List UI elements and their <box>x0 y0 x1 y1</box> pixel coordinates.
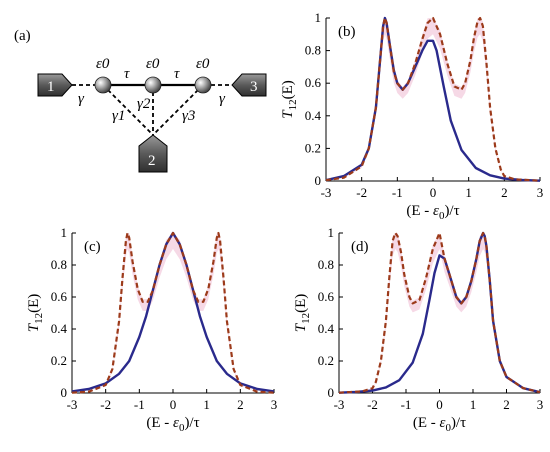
y-tick-label: 0.4 <box>318 321 335 336</box>
x-tick-label: -1 <box>392 185 403 200</box>
y-tick-label: 0.4 <box>305 108 322 123</box>
y-tick-label: 0.2 <box>305 140 321 155</box>
panel-d-chart: -3 -2 -1 0 1 2 3 0 0.2 0.4 0.6 0.8 1 (d) (E - ε0)/τ T12… <box>293 225 543 434</box>
lead-1: 1 <box>37 73 73 97</box>
x-tick-label: 0 <box>170 397 177 412</box>
lead-1-label: 1 <box>47 79 55 95</box>
y-tick-label: 0.2 <box>51 353 67 368</box>
lead-2-label: 3 <box>250 79 258 95</box>
panel-a-label: (a) <box>14 28 31 44</box>
y-axis-label: T12(E) <box>26 294 45 333</box>
coupling-label-gamma-right: γ <box>219 91 226 107</box>
x-axis-label: (E - ε0)/τ <box>146 415 199 434</box>
hopping-label-left: τ <box>124 66 130 82</box>
x-tick-label: 2 <box>501 185 508 200</box>
lead-2: 3 <box>231 73 267 97</box>
coupling-gamma1 <box>102 84 154 136</box>
solid-series-line <box>71 231 275 393</box>
y-tick-label: 0.6 <box>51 289 68 304</box>
y-tick-label: 0.2 <box>318 353 334 368</box>
site-1 <box>94 76 112 94</box>
panel-label: (b) <box>338 24 356 40</box>
x-tick-label: 2 <box>503 397 510 412</box>
site-2 <box>144 76 162 94</box>
x-tick-label: 1 <box>203 397 210 412</box>
x-tick-label: 1 <box>470 397 477 412</box>
solid-series-line <box>338 231 541 394</box>
x-tick-label: -1 <box>401 397 412 412</box>
x-tick-label: 0 <box>436 397 443 412</box>
coupling-gamma3 <box>152 84 204 136</box>
lead-3-label: 2 <box>148 153 156 169</box>
x-axis-label: (E - ε0)/τ <box>406 203 459 222</box>
y-axis-label: T12(E) <box>293 294 312 333</box>
panel-b-chart: -3 -2 -1 0 1 2 3 0 0.2 0.4 0.6 0.8 1 (b) (E - ε0)/τ T12… <box>280 10 543 222</box>
panel-label: (c) <box>84 239 101 255</box>
coupling-label-gamma-left: γ <box>78 91 85 107</box>
x-tick-label: 0 <box>430 185 437 200</box>
solid-series-line <box>325 16 541 182</box>
x-tick-label: -3 <box>67 397 78 412</box>
coupling-label-gamma3: γ3 <box>182 108 195 124</box>
hopping-label-right: τ <box>174 66 180 82</box>
site-1-energy: ε0 <box>96 56 110 72</box>
y-tick-label: 0.4 <box>51 321 68 336</box>
x-tick-label: 1 <box>465 185 472 200</box>
y-tick-label: 1 <box>315 10 322 25</box>
y-tick-label: 0 <box>315 173 322 188</box>
dashed-series-line <box>71 231 275 394</box>
x-tick-label: -2 <box>100 397 111 412</box>
x-tick-label: -3 <box>334 397 345 412</box>
panel-a-schematic: (a) 1 <box>14 28 267 173</box>
x-tick-label: 3 <box>537 185 544 200</box>
x-tick-label: 2 <box>237 397 244 412</box>
dashed-series-line <box>338 231 541 394</box>
y-tick-label: 0 <box>61 385 68 400</box>
y-tick-label: 0.6 <box>318 289 335 304</box>
coupling-label-gamma2: γ2 <box>137 96 151 112</box>
panel-label: (d) <box>351 239 369 255</box>
y-tick-label: 0.6 <box>305 75 322 90</box>
y-tick-label: 0.8 <box>318 257 334 272</box>
panel-c-chart: -3 -2 -1 0 1 2 3 0 0.2 0.4 0.6 0.8 1 (c) (E - ε0)/τ T12… <box>26 225 277 434</box>
site-3 <box>194 76 212 94</box>
x-tick-label: 3 <box>271 397 278 412</box>
x-tick-label: 3 <box>537 397 544 412</box>
y-tick-label: 0.8 <box>305 43 321 58</box>
y-tick-label: 0 <box>328 385 335 400</box>
site-3-energy: ε0 <box>196 56 210 72</box>
x-tick-label: -2 <box>367 397 378 412</box>
site-2-energy: ε0 <box>146 56 160 72</box>
lead-3: 2 <box>138 134 168 173</box>
x-axis-label: (E - ε0)/τ <box>413 415 466 434</box>
y-tick-label: 1 <box>61 225 68 240</box>
x-tick-label: -2 <box>356 185 367 200</box>
x-tick-label: -3 <box>321 185 332 200</box>
dashed-series-shade <box>72 233 274 393</box>
y-axis-label: T12(E) <box>280 80 299 119</box>
x-tick-label: -1 <box>134 397 145 412</box>
dashed-series-line <box>325 16 541 182</box>
coupling-label-gamma1: γ1 <box>112 108 125 124</box>
y-tick-label: 1 <box>328 225 335 240</box>
y-tick-label: 0.8 <box>51 257 67 272</box>
